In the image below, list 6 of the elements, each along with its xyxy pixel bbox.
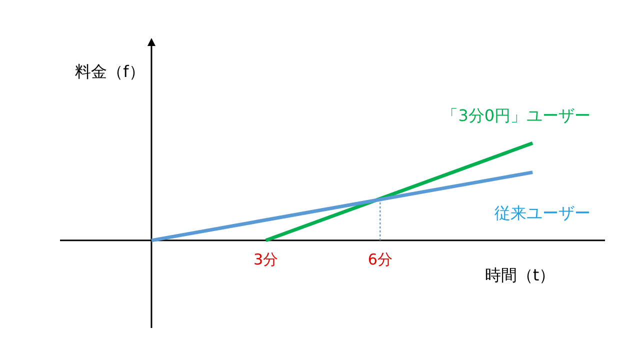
series-name: 「3分0円」ユーザー	[442, 106, 591, 126]
xlabel: 時間（t）	[484, 265, 556, 284]
ylabel: 料金（f）	[75, 62, 145, 81]
tick-label: 6分	[368, 250, 392, 268]
tick-label: 3分	[254, 250, 278, 268]
series-name: 従来ユーザー	[494, 203, 591, 222]
